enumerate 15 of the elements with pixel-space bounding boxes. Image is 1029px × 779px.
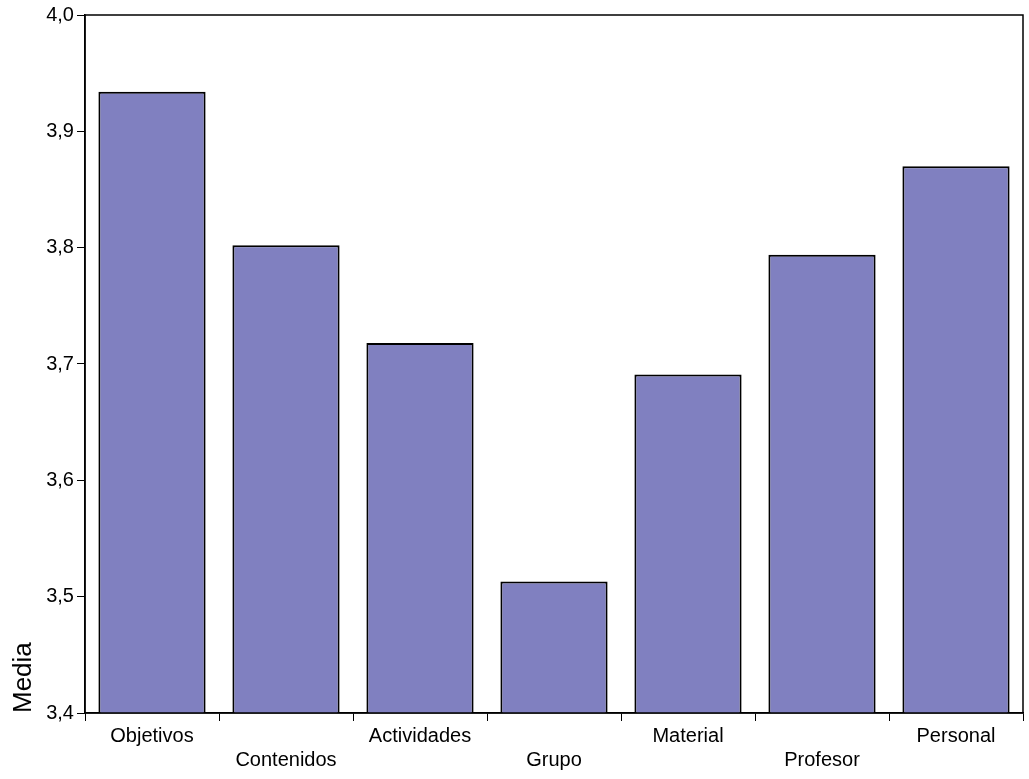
y-tick-label: 3,9 <box>46 118 74 141</box>
y-tick-label: 3,7 <box>46 351 74 374</box>
y-axis-title: Media <box>6 641 37 713</box>
y-tick-label: 3,5 <box>46 584 74 607</box>
x-tick-label: Personal <box>916 723 996 746</box>
y-tick-label: 3,8 <box>46 235 74 258</box>
x-tick-label: Contenidos <box>235 747 337 770</box>
y-tick-label: 4,0 <box>46 2 74 25</box>
x-tick-label: Objetivos <box>110 723 194 746</box>
x-tick-label: Profesor <box>784 747 861 770</box>
x-tick-label: Actividades <box>368 723 472 746</box>
y-tick-label: 3,4 <box>46 700 74 723</box>
x-tick-label: Grupo <box>526 747 582 770</box>
y-tick-label: 3,6 <box>46 467 74 490</box>
x-tick-label: Material <box>652 723 724 746</box>
